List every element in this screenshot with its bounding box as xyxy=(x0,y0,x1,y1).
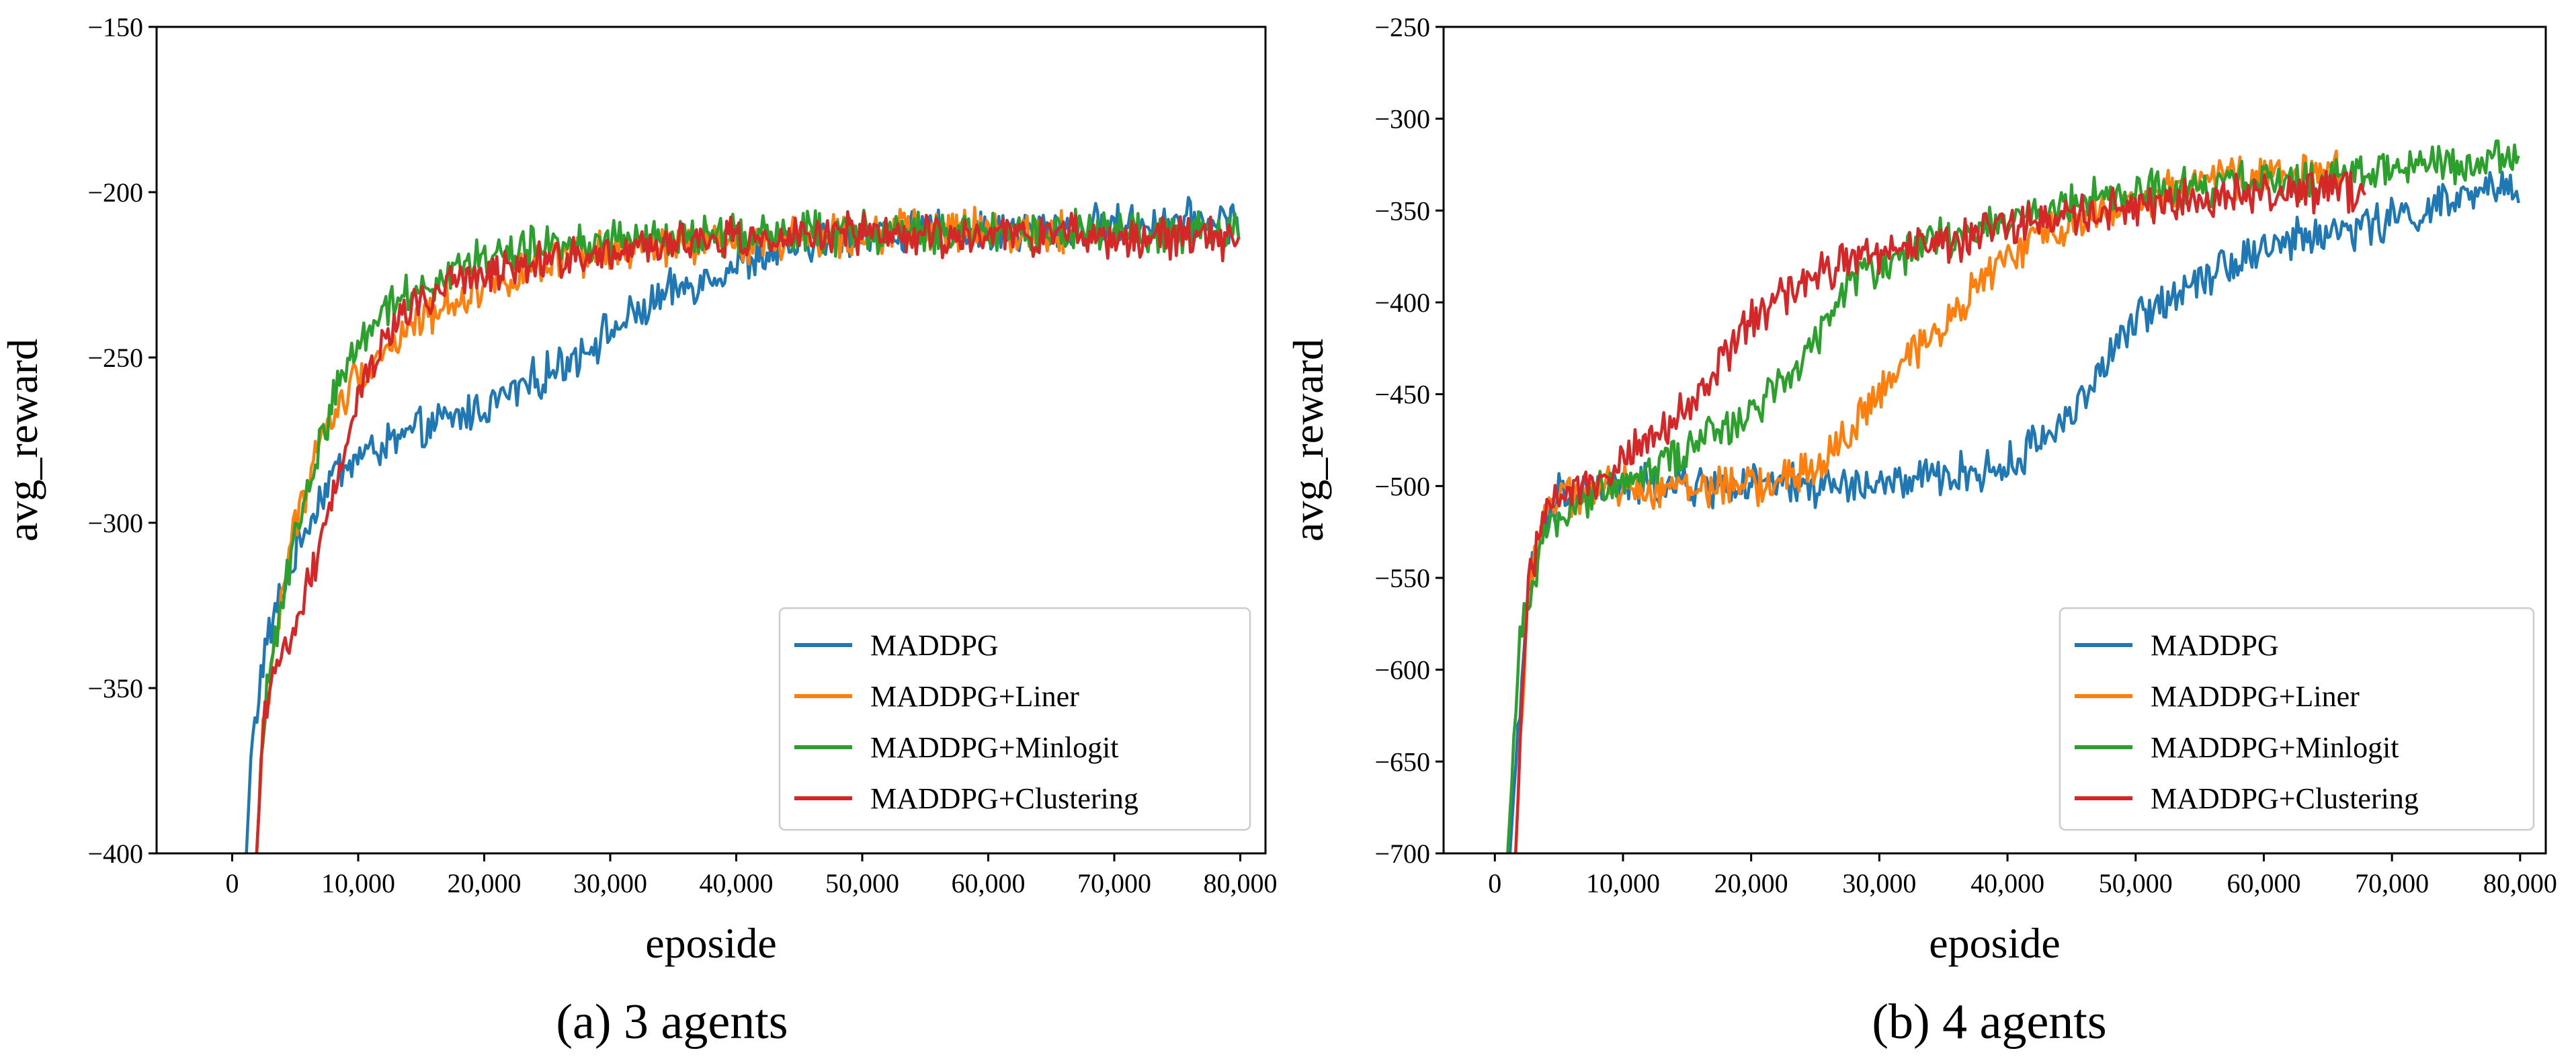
y-tick-label: −250 xyxy=(1374,12,1430,42)
x-tick-label: 70,000 xyxy=(2355,868,2429,898)
x-tick-label: 20,000 xyxy=(448,868,522,898)
x-tick-label: 60,000 xyxy=(952,868,1026,898)
legend-box xyxy=(2059,607,2535,831)
legend-label: MADDPG+Minlogit xyxy=(2151,731,2399,764)
series-line-maddpg-clustering xyxy=(1513,169,2367,853)
y-tick-label: −350 xyxy=(1374,196,1430,226)
x-tick-label: 40,000 xyxy=(1970,868,2044,898)
chart-a-ticks: 0 10,000 20,000 30,000 40,000 50,000 60,000 70,… xyxy=(87,12,1277,898)
y-tick-label: −200 xyxy=(87,177,143,208)
x-tick-label: 80,000 xyxy=(1204,868,1278,898)
chart-a-marks xyxy=(245,196,1241,853)
chart-a-ylabel: avg_reward xyxy=(0,339,46,542)
y-tick-label: −150 xyxy=(87,12,143,42)
x-tick-label: 80,000 xyxy=(2483,868,2557,898)
x-tick-label: 20,000 xyxy=(1714,868,1788,898)
legend-label: MADDPG+Liner xyxy=(870,680,1079,713)
legend-label: MADDPG+Minlogit xyxy=(870,731,1119,764)
y-tick-label: −250 xyxy=(87,343,143,373)
chart-a-legend: MADDPG MADDPG+Liner MADDPG+Minlogit MADDPG+… xyxy=(778,607,1251,831)
chart-b-ylabel: avg_reward xyxy=(1284,339,1332,542)
chart-a-caption: (a) 3 agents xyxy=(556,994,788,1050)
y-tick-label: −700 xyxy=(1374,839,1430,869)
chart-b-caption: (b) 4 agents xyxy=(1872,994,2106,1050)
series-line-maddpg-clustering xyxy=(255,210,1241,853)
legend-label: MADDPG+Clustering xyxy=(870,782,1138,815)
chart-b-ticks: 0 10,000 20,000 30,000 40,000 50,000 60,000 70,… xyxy=(1374,12,2557,898)
y-tick-label: −650 xyxy=(1374,747,1430,777)
x-tick-label: 30,000 xyxy=(573,868,647,898)
legend-label: MADDPG+Liner xyxy=(2151,680,2360,713)
x-tick-label: 40,000 xyxy=(700,868,774,898)
chart-panel-b: 0 10,000 20,000 30,000 40,000 50,000 60,000 70,… xyxy=(1284,12,2557,1050)
y-tick-label: −400 xyxy=(87,839,143,869)
chart-b-marks xyxy=(1506,139,2520,853)
y-tick-label: −550 xyxy=(1374,563,1430,593)
legend-box xyxy=(778,607,1251,831)
chart-panel-a: 0 10,000 20,000 30,000 40,000 50,000 60,000 70,… xyxy=(0,12,1278,1050)
chart-b-legend: MADDPG MADDPG+Liner MADDPG+Minlogit MADDPG+… xyxy=(2059,607,2535,831)
y-tick-label: −300 xyxy=(87,508,143,538)
x-tick-label: 60,000 xyxy=(2227,868,2300,898)
x-tick-label: 30,000 xyxy=(1842,868,1916,898)
chart-a-xlabel: eposide xyxy=(645,919,777,967)
legend-label: MADDPG xyxy=(870,629,999,662)
y-tick-label: −450 xyxy=(1374,380,1430,410)
y-tick-label: −500 xyxy=(1374,471,1430,501)
series-line-maddpg-liner xyxy=(1513,149,2342,853)
x-tick-label: 50,000 xyxy=(825,868,899,898)
legend-label: MADDPG+Clustering xyxy=(2151,782,2419,815)
y-tick-label: −300 xyxy=(1374,104,1430,134)
x-tick-label: 10,000 xyxy=(1586,868,1660,898)
chart-a-plot-frame xyxy=(155,26,1267,855)
legend-label: MADDPG xyxy=(2151,629,2279,662)
x-tick-label: 0 xyxy=(1488,868,1501,898)
chart-b-xlabel: eposide xyxy=(1929,919,2061,967)
x-tick-label: 0 xyxy=(226,868,239,898)
x-tick-label: 50,000 xyxy=(2099,868,2173,898)
y-tick-label: −600 xyxy=(1374,655,1430,685)
x-tick-label: 70,000 xyxy=(1077,868,1151,898)
x-tick-label: 10,000 xyxy=(321,868,395,898)
y-tick-label: −350 xyxy=(87,673,143,704)
y-tick-label: −400 xyxy=(1374,288,1430,318)
chart-b-plot-frame xyxy=(1442,26,2547,855)
